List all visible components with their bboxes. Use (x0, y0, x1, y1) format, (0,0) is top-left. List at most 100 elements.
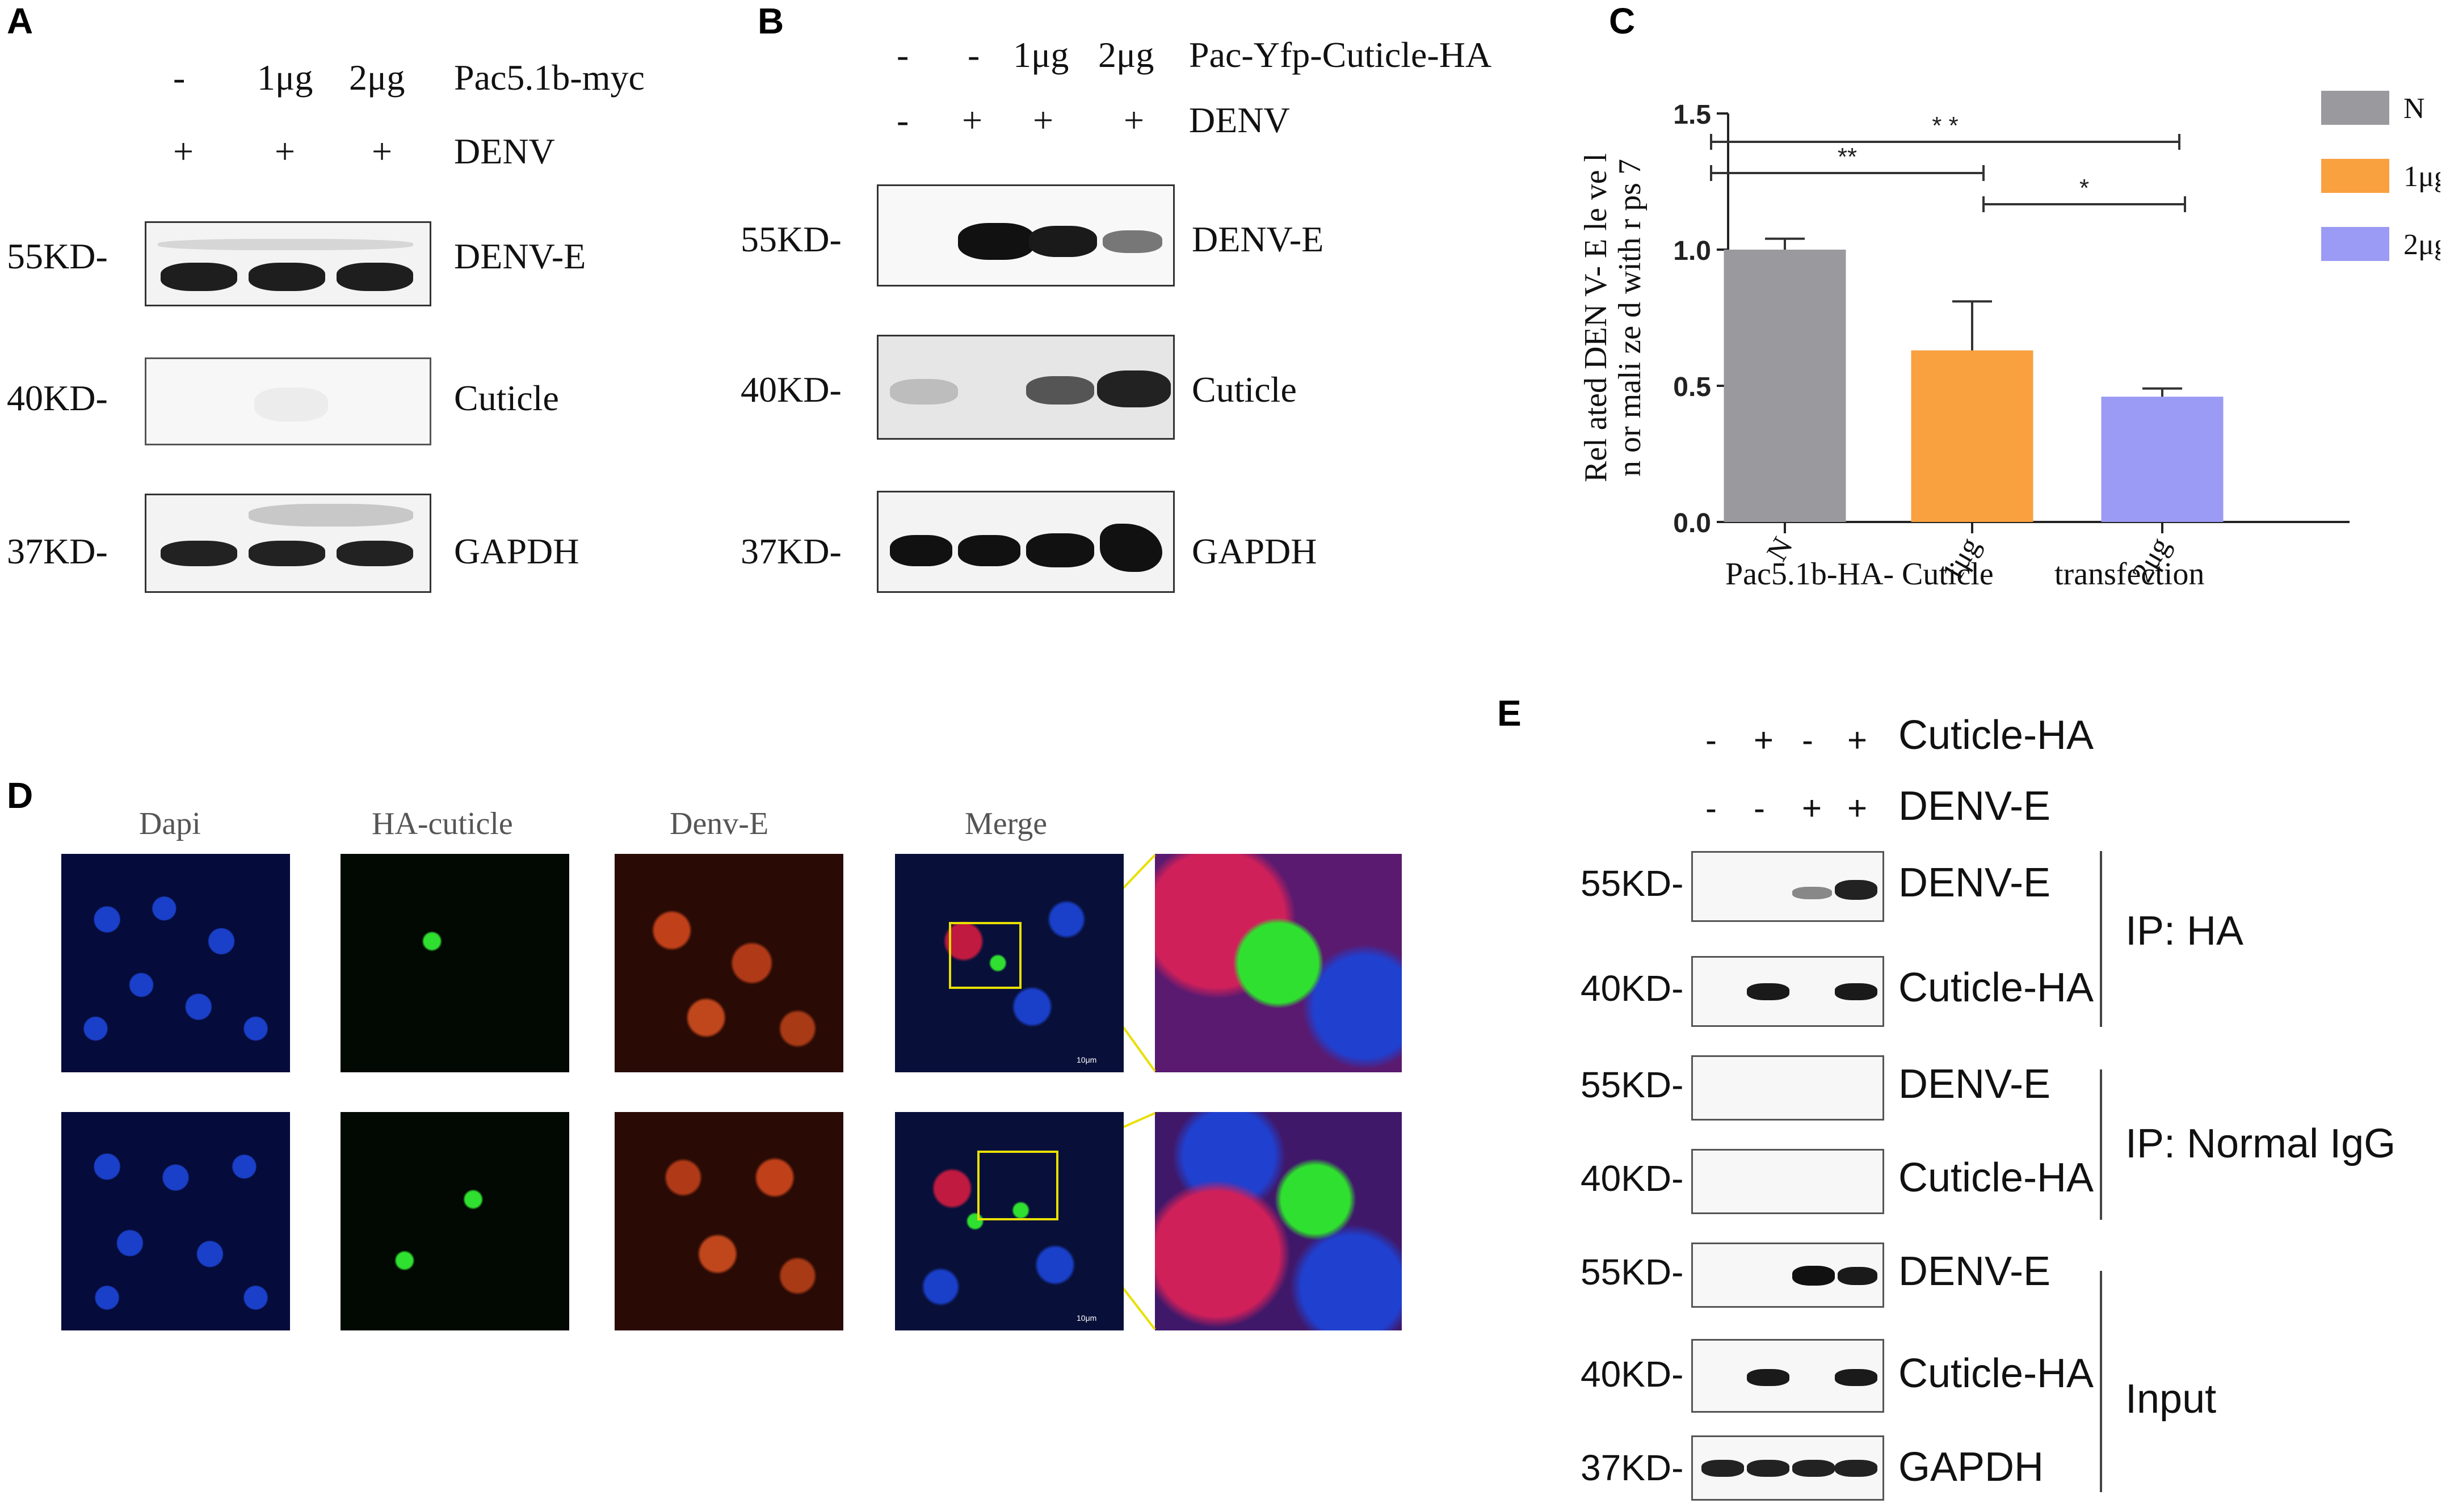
chart-ylabel-line2: n or mali ze d with r ps 7 (1612, 159, 1648, 477)
panel-b-cond1-label: Pac-Yfp-Cuticle-HA (1189, 35, 1492, 75)
panel-b-cond2-label: DENV (1189, 100, 1290, 140)
chart-ylabel-line1: Rel ated DEN V- E le ve l (1578, 153, 1613, 482)
panel-e-blot-input-cuticle (1691, 1339, 1884, 1413)
panel-d-col-denv-e: Denv-E (670, 806, 769, 841)
panel-e-blot-ip-ha-cuticle (1691, 956, 1884, 1027)
panel-e-cond1-lane3: - (1802, 721, 1813, 759)
panel-e-blot-input-denv-e (1691, 1243, 1884, 1308)
panel-a-marker-2: 40KD- (7, 378, 108, 418)
panel-e-blot-input-gapdh (1691, 1435, 1884, 1501)
panel-e-cond2-lane1: - (1705, 789, 1717, 827)
bar-1 (1911, 350, 2033, 522)
panel-a-cond1-lane1: - (173, 57, 186, 98)
panel-b-blot-gapdh (877, 491, 1175, 593)
panel-letter-e: E (1497, 693, 1522, 734)
panel-e-blot-ip-ha-denv-e (1691, 851, 1884, 922)
panel-e-cond2-label: DENV-E (1898, 784, 2051, 829)
y-tick-label: 1.0 (1673, 236, 1711, 266)
panel-e-label-6: Cuticle-HA (1898, 1351, 2094, 1396)
panel-b-marker-3: 37KD- (741, 531, 842, 571)
sig-label-1: ** (1838, 143, 1857, 171)
zoom-connector-row2 (1124, 1112, 1156, 1330)
panel-b-label-1: DENV-E (1192, 219, 1324, 259)
panel-e-cond1-lane4: + (1847, 721, 1868, 759)
bar-0 (1724, 250, 1846, 522)
panel-letter-a: A (7, 1, 33, 41)
legend-swatch-1 (2321, 159, 2389, 193)
panel-d-col-dapi: Dapi (139, 806, 201, 841)
panel-e-marker-6: 40KD- (1581, 1354, 1684, 1395)
micrograph-dapi-row1 (61, 854, 290, 1072)
panel-e-marker-3: 55KD- (1581, 1064, 1684, 1105)
panel-e-label-4: Cuticle-HA (1898, 1155, 2094, 1201)
sig-label-0: * * (1932, 112, 1958, 140)
panel-b-label-3: GAPDH (1192, 531, 1317, 571)
panel-b-marker-1: 55KD- (741, 219, 842, 259)
panel-a-label-3: GAPDH (454, 531, 579, 571)
panel-e-label-3: DENV-E (1898, 1062, 2051, 1107)
panel-e-marker-7: 37KD- (1581, 1447, 1684, 1488)
panel-a-cond1-label: Pac5.1b-myc (454, 57, 645, 98)
panel-a-label-2: Cuticle (454, 378, 559, 418)
panel-a-cond1-lane3: 2μg (349, 57, 405, 98)
y-tick-label: 0.5 (1673, 372, 1711, 402)
panel-b-blot-denv-e (877, 184, 1175, 287)
panel-a-blot-cuticle (145, 357, 431, 445)
bar-2 (2101, 397, 2224, 522)
panel-b-cond2-lane4: + (1124, 100, 1145, 140)
panel-e-cond2-lane3: + (1802, 789, 1822, 827)
panel-e-cond1-label: Cuticle-HA (1898, 713, 2094, 758)
panel-b-marker-2: 40KD- (741, 369, 842, 410)
panel-b-cond1-lane3: 1μg (1013, 35, 1069, 75)
panel-b-cond1-lane2: - (968, 35, 980, 75)
micrograph-zoom-row2 (1155, 1112, 1402, 1330)
panel-a-marker-1: 55KD- (7, 236, 108, 276)
panel-e-blot-igg-cuticle (1691, 1149, 1884, 1214)
panel-e-marker-1: 55KD- (1581, 863, 1684, 904)
panel-a-cond2-lane1: + (173, 131, 194, 171)
panel-letter-b: B (758, 1, 784, 41)
micrograph-merge-row1: 10μm (895, 854, 1124, 1072)
micrograph-ha-cuticle-row1 (341, 854, 569, 1072)
panel-a-cond1-lane2: 1μg (257, 57, 313, 98)
group-line-input (2100, 1271, 2102, 1492)
panel-e-cond1-lane1: - (1705, 721, 1717, 759)
legend-label-0: N (2403, 92, 2425, 125)
chart-xlabel-part1: Pac5.1b-HA- Cuticle (1725, 557, 1994, 592)
y-tick-label: 1.5 (1673, 100, 1711, 130)
sig-label-2: * (2079, 174, 2089, 202)
legend-swatch-0 (2321, 91, 2389, 125)
panel-a-label-1: DENV-E (454, 236, 586, 276)
group-line-ip-ha (2100, 851, 2102, 1027)
panel-b-label-2: Cuticle (1192, 369, 1297, 410)
group-label-input: Input (2125, 1376, 2217, 1422)
panel-e-cond2-lane4: + (1847, 789, 1868, 827)
legend-swatch-2 (2321, 227, 2389, 261)
panel-d-col-merge: Merge (965, 806, 1048, 841)
y-tick-label: 0.0 (1673, 508, 1711, 538)
micrograph-zoom-row1 (1155, 854, 1402, 1072)
micrograph-denv-e-row2 (615, 1112, 843, 1330)
group-label-ip-igg: IP: Normal IgG (2125, 1121, 2396, 1166)
legend-label-1: 1μg (2403, 161, 2440, 193)
panel-a-marker-3: 37KD- (7, 531, 108, 571)
scale-bar-label-row2: 10μm (1077, 1313, 1097, 1323)
panel-b-cond2-lane2: + (962, 100, 983, 140)
panel-e-marker-5: 55KD- (1581, 1252, 1684, 1292)
panel-letter-c: C (1609, 1, 1636, 41)
micrograph-denv-e-row1 (615, 854, 843, 1072)
panel-e-marker-2: 40KD- (1581, 968, 1684, 1009)
group-label-ip-ha: IP: HA (2125, 908, 2244, 954)
panel-b-cond1-lane4: 2μg (1098, 35, 1154, 75)
panel-e-label-1: DENV-E (1898, 860, 2051, 905)
panel-a-blot-denv-e (145, 221, 431, 306)
panel-e-marker-4: 40KD- (1581, 1158, 1684, 1199)
panel-b-blot-cuticle (877, 335, 1175, 440)
micrograph-ha-cuticle-row2 (341, 1112, 569, 1330)
panel-e-label-7: GAPDH (1898, 1444, 2044, 1490)
chart-xlabel-part2: transfection (2054, 557, 2204, 592)
panel-a-cond2-label: DENV (454, 131, 555, 171)
panel-b-cond2-lane1: - (897, 100, 909, 140)
panel-e-cond1-lane2: + (1754, 721, 1774, 759)
